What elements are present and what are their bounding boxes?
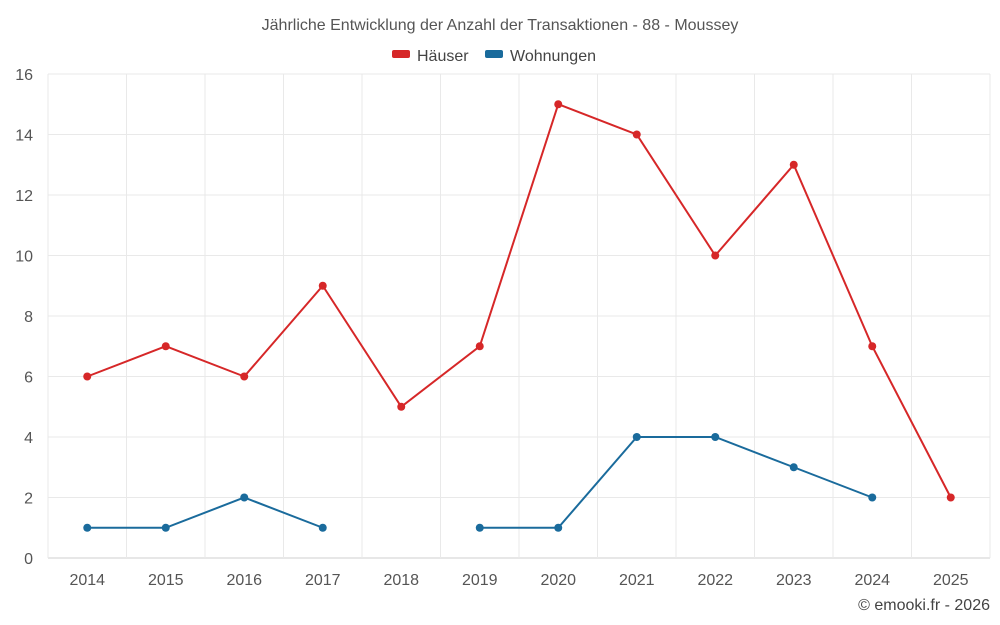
x-tick-label: 2025 xyxy=(933,572,969,589)
x-tick-label: 2018 xyxy=(383,572,419,589)
x-tick-label: 2016 xyxy=(226,572,262,589)
y-tick-label: 14 xyxy=(15,128,33,145)
data-point-wohnungen-2020[interactable] xyxy=(554,523,563,532)
data-point-haeuser-2024[interactable] xyxy=(868,342,877,351)
y-axis: 0 2 4 6 8 10 12 14 16 xyxy=(15,67,33,568)
x-tick-label: 2017 xyxy=(305,572,341,589)
data-point-haeuser-2020[interactable] xyxy=(554,100,563,109)
data-point-haeuser-2016[interactable] xyxy=(240,372,249,381)
data-point-wohnungen-2021[interactable] xyxy=(632,433,641,441)
data-point-haeuser-2025[interactable] xyxy=(946,493,955,502)
data-point-haeuser-2015[interactable] xyxy=(161,342,170,351)
y-tick-label: 16 xyxy=(15,67,33,84)
x-tick-label: 2020 xyxy=(540,572,576,589)
series-line-wohnungen xyxy=(87,496,324,529)
legend-swatch-wohnungen xyxy=(485,50,503,58)
data-point-haeuser-2023[interactable] xyxy=(789,160,798,169)
legend-label-haeuser[interactable]: Häuser xyxy=(417,48,469,65)
data-point-wohnungen-2022[interactable] xyxy=(711,433,720,441)
x-tick-label: 2021 xyxy=(619,572,655,589)
y-tick-label: 12 xyxy=(15,188,33,205)
legend-label-wohnungen[interactable]: Wohnungen xyxy=(510,48,596,65)
data-point-wohnungen-2015[interactable] xyxy=(161,523,170,532)
x-tick-label: 2022 xyxy=(697,572,733,589)
data-point-wohnungen-2023[interactable] xyxy=(789,463,798,472)
y-tick-label: 10 xyxy=(15,249,33,266)
legend: Häuser Wohnungen xyxy=(392,48,596,65)
data-point-haeuser-2022[interactable] xyxy=(711,251,720,260)
legend-swatch-haeuser xyxy=(392,50,410,58)
y-tick-label: 4 xyxy=(24,430,33,447)
x-tick-label: 2019 xyxy=(462,572,498,589)
data-point-haeuser-2019[interactable] xyxy=(475,342,484,351)
x-tick-label: 2014 xyxy=(69,572,105,589)
credit-text: © emooki.fr - 2026 xyxy=(858,597,990,614)
chart-title: Jährliche Entwicklung der Anzahl der Tra… xyxy=(262,17,739,34)
data-point-haeuser-2021[interactable] xyxy=(632,130,641,139)
data-point-wohnungen-2014[interactable] xyxy=(83,523,92,532)
x-axis: 2014 2015 2016 2017 2018 2019 2020 2021 2022 2023… xyxy=(69,572,968,589)
data-point-haeuser-2014[interactable] xyxy=(83,372,92,381)
x-tick-label: 2024 xyxy=(854,572,890,589)
data-point-haeuser-2017[interactable] xyxy=(318,281,327,290)
y-tick-label: 0 xyxy=(24,551,33,568)
series-haeuser xyxy=(83,100,955,502)
series-layer xyxy=(83,100,955,532)
grid xyxy=(47,73,991,559)
data-point-wohnungen-2017[interactable] xyxy=(318,523,327,532)
x-tick-label: 2015 xyxy=(148,572,184,589)
data-point-wohnungen-2016[interactable] xyxy=(240,493,249,502)
y-tick-label: 6 xyxy=(24,370,33,387)
series-wohnungen xyxy=(83,433,877,532)
data-point-wohnungen-2024[interactable] xyxy=(868,493,877,502)
series-line-wohnungen xyxy=(479,436,873,529)
x-tick-label: 2023 xyxy=(776,572,812,589)
data-point-wohnungen-2019[interactable] xyxy=(475,523,484,532)
y-tick-label: 8 xyxy=(24,309,33,326)
y-tick-label: 2 xyxy=(24,491,33,508)
series-line-haeuser xyxy=(86,102,952,498)
data-point-haeuser-2018[interactable] xyxy=(397,402,406,411)
